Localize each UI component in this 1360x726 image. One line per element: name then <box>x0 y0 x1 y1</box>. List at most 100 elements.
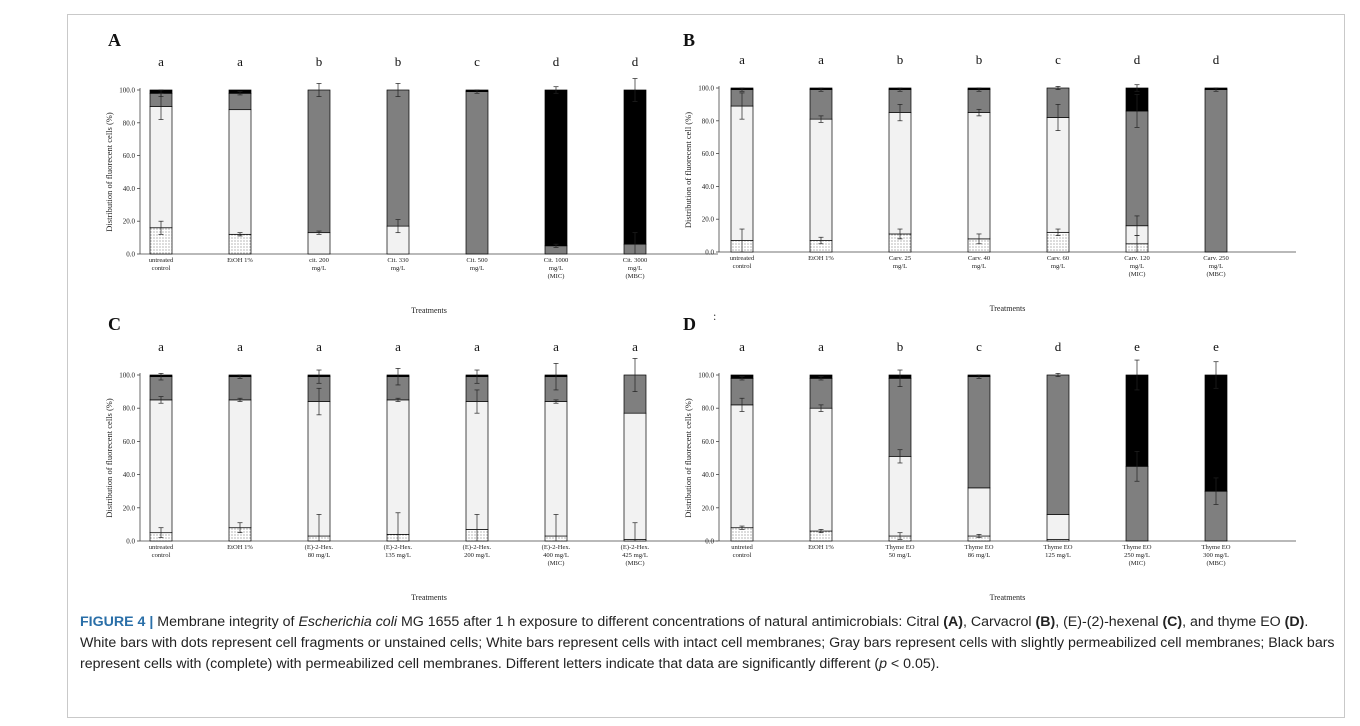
significance-letter: a <box>553 339 559 354</box>
x-tick-label: Carv. 60 <box>1047 255 1070 262</box>
x-tick-label: cit. 200 <box>309 257 329 264</box>
x-tick-label: (E)-2-Hex. <box>384 544 413 551</box>
y-tick-label: 100.0 <box>698 372 714 380</box>
bar-segment-slight <box>228 376 252 401</box>
y-tick-label: 100.0 <box>119 87 135 95</box>
x-tick-label: 80 mg/L <box>308 552 331 559</box>
bar-segment-intact <box>307 232 331 255</box>
x-tick-label: Thyme EO <box>1201 544 1230 551</box>
y-tick-label: 40.0 <box>702 471 715 479</box>
y-tick-label: 60.0 <box>702 438 715 446</box>
x-axis-label: Treatments <box>411 593 447 602</box>
panel-letter: C <box>108 314 121 334</box>
x-tick-label: control <box>733 552 752 559</box>
y-tick-label: 20.0 <box>123 504 136 512</box>
chart-panel-a: A 0.0 20.0 40.0 60.0 80.0 100.0 Distribution of… <box>104 30 718 315</box>
x-tick-label: (E)-2-Hex. <box>621 544 650 551</box>
x-tick-label: Carv. 250 <box>1203 255 1229 262</box>
x-tick-label: mg/L <box>1051 263 1065 270</box>
significance-letter: b <box>976 52 983 67</box>
significance-letter: d <box>1134 52 1141 67</box>
corner-mark: : <box>713 309 716 323</box>
bar-segment-intact <box>149 399 173 534</box>
x-tick-label: Cit. 3000 <box>623 257 648 264</box>
bar-segment-slight <box>1046 374 1070 515</box>
figure-frame <box>67 14 1345 718</box>
significance-letter: a <box>739 339 745 354</box>
bar-segment-intact <box>465 401 489 530</box>
x-tick-label: (MBC) <box>1206 271 1225 278</box>
significance-letter: b <box>897 339 904 354</box>
x-tick-label: mg/L <box>312 265 326 272</box>
y-tick-label: 40.0 <box>702 183 715 191</box>
bar-segment-slight <box>228 92 252 111</box>
significance-letter: c <box>474 54 480 69</box>
y-tick-label: 40.0 <box>123 471 136 479</box>
bar-segment-intact <box>228 109 252 235</box>
x-tick-label: EtOH 1% <box>808 544 834 551</box>
x-tick-label: control <box>733 263 752 270</box>
x-tick-label: Thyme EO <box>1122 544 1151 551</box>
x-tick-label: mg/L <box>1209 263 1223 270</box>
bar-segment-slight <box>809 89 833 120</box>
chart-panel-c: C 0.0 20.0 40.0 60.0 80.0 100.0 Distribution of… <box>104 314 718 602</box>
chart-panel-b: B 0.0 20.0 40.0 60.0 80.0 100.0 Distribution of… <box>683 30 1296 313</box>
x-tick-label: (E)-2-Hex. <box>305 544 334 551</box>
y-tick-label: 20.0 <box>702 216 715 224</box>
y-tick-label: 0.0 <box>126 538 135 546</box>
significance-letter: b <box>395 54 402 69</box>
bar-segment-permeabilized <box>1204 374 1228 492</box>
x-tick-label: mg/L <box>1130 263 1144 270</box>
bar-segment-intact <box>967 112 991 240</box>
bar-segment-intact <box>888 112 912 235</box>
bar-segment-fragments <box>228 233 252 255</box>
x-tick-label: (MIC) <box>1129 560 1146 567</box>
x-tick-label: Cit. 1000 <box>544 257 569 264</box>
x-tick-label: mg/L <box>391 265 405 272</box>
bar-segment-intact <box>149 106 173 229</box>
significance-letter: a <box>632 339 638 354</box>
bar-segment-slight <box>809 377 833 409</box>
significance-letter: a <box>158 54 164 69</box>
y-axis-label: Distribution of fluorecent cell (%) <box>683 112 693 228</box>
x-tick-label: (E)-2-Hex. <box>463 544 492 551</box>
x-tick-label: (MIC) <box>1129 271 1146 278</box>
y-tick-label: 0.0 <box>705 249 714 257</box>
x-tick-label: mg/L <box>470 265 484 272</box>
x-axis-label: Treatments <box>990 304 1026 313</box>
significance-letter: d <box>553 54 560 69</box>
y-tick-label: 60.0 <box>123 438 136 446</box>
x-tick-label: Carv. 40 <box>968 255 991 262</box>
x-tick-label: mg/L <box>549 265 563 272</box>
bar-segment-intact <box>809 118 833 241</box>
x-tick-label: Thyme EO <box>885 544 914 551</box>
x-tick-label: Cit. 500 <box>466 257 488 264</box>
x-tick-label: 200 mg/L <box>464 552 490 559</box>
x-tick-label: Carv. 120 <box>1124 255 1150 262</box>
x-axis-label: Treatments <box>411 306 447 315</box>
x-tick-label: 50 mg/L <box>889 552 912 559</box>
x-tick-label: 135 mg/L <box>385 552 411 559</box>
bar-segment-intact <box>730 404 754 529</box>
y-tick-label: 0.0 <box>126 251 135 259</box>
x-tick-label: (MBC) <box>1206 560 1225 567</box>
x-tick-label: Cit. 330 <box>387 257 409 264</box>
y-tick-label: 80.0 <box>123 405 136 413</box>
significance-letter: a <box>237 339 243 354</box>
bar-segment-intact <box>967 487 991 537</box>
y-axis-label: Distribution of fluorecent cells (%) <box>683 398 693 518</box>
y-tick-label: 80.0 <box>123 119 136 127</box>
y-tick-label: 20.0 <box>123 218 136 226</box>
x-tick-label: untreated <box>149 544 174 551</box>
significance-letter: e <box>1134 339 1140 354</box>
bar-segment-permeabilized <box>544 89 568 247</box>
significance-letter: a <box>395 339 401 354</box>
x-tick-label: 300 mg/L <box>1203 552 1229 559</box>
x-tick-label: Thyme EO <box>1043 544 1072 551</box>
x-tick-label: untreated <box>730 255 755 262</box>
significance-letter: a <box>474 339 480 354</box>
bar-segment-slight <box>888 377 912 457</box>
x-tick-label: control <box>152 552 171 559</box>
bar-segment-intact <box>1046 514 1070 540</box>
x-tick-label: (MIC) <box>548 560 565 567</box>
